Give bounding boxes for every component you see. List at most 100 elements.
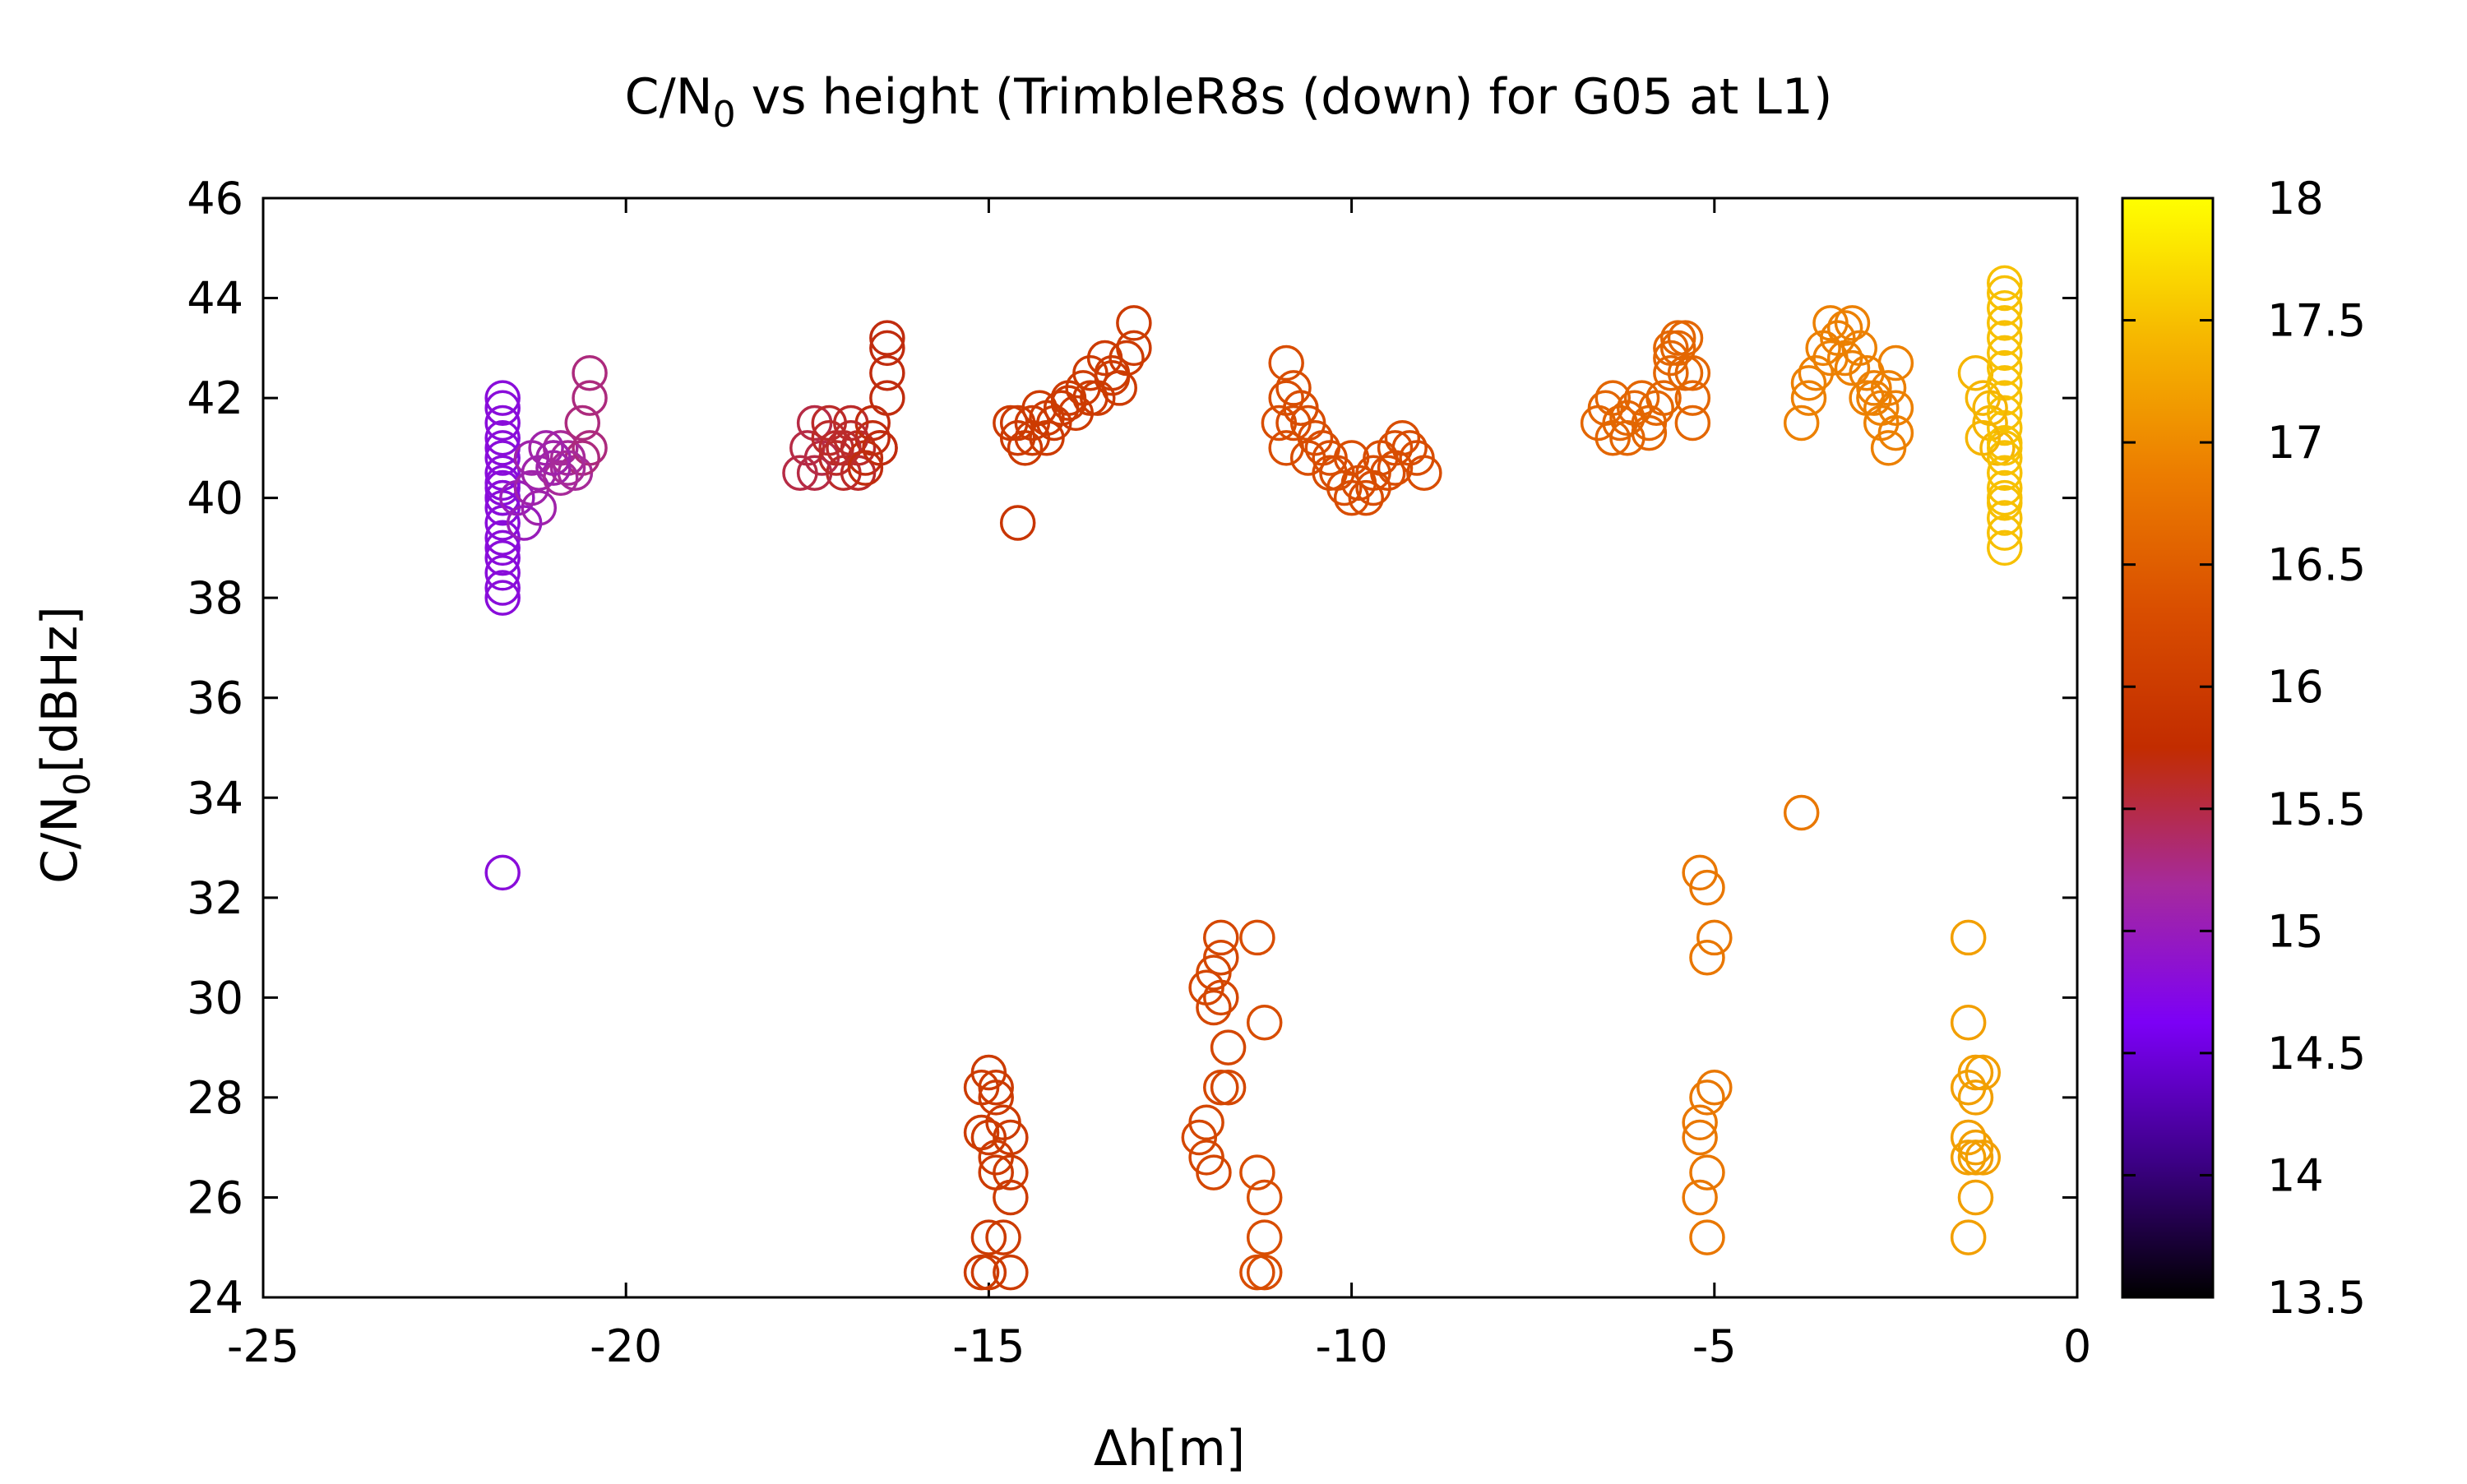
data-point bbox=[1007, 430, 1044, 466]
y-tick-label: 32 bbox=[187, 872, 243, 924]
data-point bbox=[1595, 380, 1632, 416]
data-point bbox=[1987, 515, 2023, 551]
y-axis-label-suffix: [dBHz] bbox=[31, 606, 89, 773]
data-point bbox=[506, 505, 543, 541]
data-point bbox=[993, 1154, 1029, 1190]
data-point bbox=[572, 380, 608, 416]
data-point bbox=[543, 460, 579, 497]
colorbar-tick-label: 17.5 bbox=[2267, 295, 2366, 347]
data-point bbox=[970, 1219, 1007, 1255]
data-point bbox=[1870, 430, 1907, 466]
data-point bbox=[1987, 500, 2023, 536]
data-point bbox=[1210, 1029, 1247, 1066]
data-point bbox=[1246, 1219, 1283, 1255]
colorbar-tick-label: 17 bbox=[2267, 417, 2324, 469]
data-point bbox=[1239, 1154, 1275, 1190]
data-point bbox=[1203, 979, 1239, 1016]
data-point bbox=[1783, 794, 1820, 831]
data-point bbox=[993, 1254, 1029, 1291]
data-point bbox=[484, 539, 521, 576]
data-point bbox=[1072, 380, 1109, 416]
x-tick-label: -10 bbox=[1315, 1320, 1387, 1372]
data-point bbox=[1696, 919, 1733, 956]
data-point bbox=[1957, 1140, 1994, 1176]
data-point bbox=[1348, 479, 1384, 516]
chart-title: C/N0 vs height (TrimbleR8s (down) for G0… bbox=[625, 68, 1833, 136]
y-axis: 24 26 28 30 32 34 36 38 40 42 44 46 bbox=[187, 173, 2077, 1324]
data-point bbox=[1689, 1219, 1725, 1255]
data-point bbox=[985, 1219, 1021, 1255]
data-point bbox=[572, 354, 608, 391]
data-point bbox=[1667, 320, 1704, 356]
data-point bbox=[869, 354, 905, 391]
data-point bbox=[1987, 305, 2023, 341]
colorbar-tick-label: 15.5 bbox=[2267, 784, 2366, 835]
colorbar-frame bbox=[2121, 196, 2215, 1299]
data-point bbox=[1965, 419, 2002, 456]
data-point bbox=[1812, 340, 1849, 377]
y-tick-label: 36 bbox=[187, 673, 243, 724]
data-point bbox=[1987, 335, 2023, 372]
data-point bbox=[978, 1079, 1014, 1116]
data-point bbox=[869, 320, 905, 356]
data-point bbox=[1987, 349, 2023, 386]
data-point bbox=[1246, 1005, 1283, 1041]
colorbar-tick-label: 14 bbox=[2267, 1149, 2324, 1201]
data-point bbox=[1595, 419, 1632, 456]
data-point bbox=[1116, 330, 1152, 367]
data-point bbox=[963, 1254, 1000, 1291]
x-tick-label: -20 bbox=[590, 1320, 662, 1372]
data-point bbox=[1863, 390, 1900, 426]
data-point bbox=[1246, 1254, 1283, 1291]
data-point bbox=[1210, 1070, 1247, 1106]
data-point bbox=[1856, 370, 1892, 406]
data-point bbox=[1682, 1104, 1718, 1141]
y-tick-label: 34 bbox=[187, 772, 243, 824]
data-point bbox=[1239, 1254, 1275, 1291]
data-point bbox=[484, 580, 521, 616]
data-point bbox=[1696, 1070, 1733, 1106]
data-point bbox=[1790, 380, 1827, 416]
data-point bbox=[1094, 360, 1131, 396]
data-point bbox=[1689, 1079, 1725, 1116]
data-point bbox=[1987, 265, 2023, 302]
data-point bbox=[1965, 1140, 2002, 1176]
data-point bbox=[1790, 365, 1827, 401]
colorbar-tick-label: 18 bbox=[2267, 173, 2324, 224]
data-point bbox=[1834, 349, 1871, 386]
data-point bbox=[1950, 1005, 1987, 1041]
data-point bbox=[1196, 1154, 1232, 1190]
data-point bbox=[1826, 310, 1863, 346]
chart-title-suffix: vs height (TrimbleR8s (down) for G05 at … bbox=[736, 68, 1833, 126]
x-tick-label: 0 bbox=[2063, 1320, 2091, 1372]
data-point bbox=[993, 1119, 1029, 1156]
data-point bbox=[1406, 455, 1442, 491]
data-point bbox=[1987, 320, 2023, 356]
data-point bbox=[869, 330, 905, 367]
data-point bbox=[963, 1114, 1000, 1151]
x-tick-label: -15 bbox=[952, 1320, 1025, 1372]
data-point bbox=[1674, 405, 1711, 442]
data-point bbox=[1950, 919, 1987, 956]
data-point bbox=[1203, 1070, 1239, 1106]
chart-title-prefix: C/N bbox=[625, 68, 713, 126]
data-point bbox=[1987, 455, 2023, 491]
data-point bbox=[1987, 275, 2023, 312]
data-point bbox=[993, 1179, 1029, 1216]
colorbar-tick-label: 16 bbox=[2267, 661, 2324, 713]
data-point bbox=[535, 440, 572, 476]
data-point bbox=[1689, 869, 1725, 906]
y-tick-label: 28 bbox=[187, 1072, 243, 1124]
data-point bbox=[970, 1119, 1007, 1156]
data-point bbox=[1355, 469, 1391, 506]
y-tick-label: 38 bbox=[187, 572, 243, 624]
data-point bbox=[1987, 430, 2023, 466]
data-point bbox=[1674, 354, 1711, 391]
data-point bbox=[1987, 395, 2023, 432]
data-point bbox=[1645, 380, 1682, 416]
data-point bbox=[484, 529, 521, 566]
data-point bbox=[484, 390, 521, 426]
data-point bbox=[1950, 1219, 1987, 1255]
